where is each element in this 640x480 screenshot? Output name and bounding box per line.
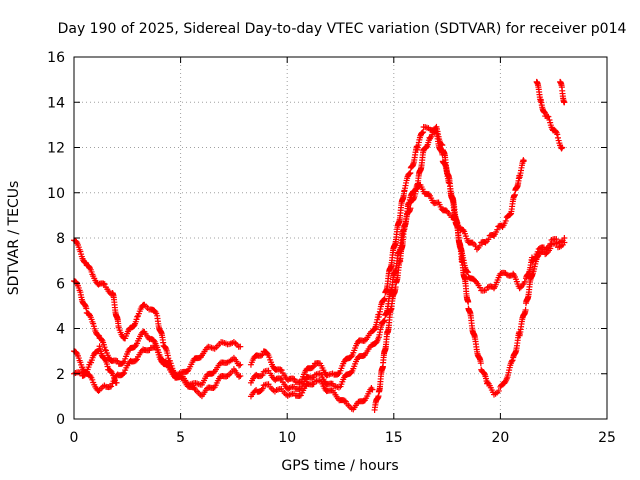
data-point	[121, 358, 128, 365]
data-series-track-4	[71, 343, 120, 386]
data-point	[291, 376, 298, 383]
data-point	[561, 99, 568, 106]
y-tick-label: 6	[56, 276, 65, 292]
data-point	[558, 145, 565, 152]
data-point	[521, 278, 528, 285]
data-point	[258, 372, 265, 379]
data-marks	[71, 78, 568, 413]
data-point	[258, 352, 265, 359]
y-tick-label: 10	[47, 186, 65, 202]
data-point	[90, 320, 97, 327]
data-point	[553, 236, 560, 243]
x-tick-label: 25	[598, 430, 616, 446]
data-series-track-8	[371, 157, 527, 413]
data-point	[108, 383, 115, 390]
data-point	[559, 144, 566, 151]
data-point	[561, 235, 568, 241]
x-tick-label: 10	[278, 430, 296, 446]
data-point	[413, 184, 420, 191]
data-point	[373, 339, 380, 346]
data-point	[341, 397, 348, 404]
data-point	[236, 373, 243, 380]
y-tick-label: 0	[56, 412, 65, 428]
data-point	[89, 376, 96, 383]
data-point	[237, 361, 244, 368]
y-tick-label: 14	[47, 95, 65, 111]
data-point	[259, 385, 266, 392]
data-point	[113, 379, 120, 386]
data-point	[77, 248, 84, 255]
y-tick-label: 4	[56, 322, 65, 338]
data-point	[476, 242, 483, 249]
data-point	[407, 170, 414, 177]
data-point	[554, 134, 561, 141]
y-tick-label: 2	[56, 367, 65, 383]
data-point	[120, 371, 127, 378]
data-point	[101, 344, 108, 351]
data-point	[369, 386, 376, 393]
data-point	[420, 129, 427, 136]
data-point	[134, 313, 141, 320]
data-point	[266, 354, 273, 361]
data-point	[335, 370, 342, 377]
x-tick-label: 0	[70, 430, 79, 446]
data-point	[507, 211, 514, 218]
data-point	[101, 281, 108, 288]
data-point	[460, 227, 467, 234]
x-tick-label: 15	[385, 430, 403, 446]
data-point	[361, 337, 368, 344]
data-point	[278, 376, 285, 383]
data-point	[494, 226, 501, 233]
data-series-track-7	[247, 377, 376, 413]
data-point	[277, 375, 284, 382]
data-point	[259, 372, 266, 379]
y-tick-label: 16	[47, 50, 65, 66]
data-point	[297, 392, 304, 399]
data-point	[102, 346, 109, 353]
data-point	[522, 307, 529, 314]
data-point	[465, 298, 472, 305]
data-point	[277, 366, 284, 373]
data-point	[477, 360, 484, 367]
data-series-track-3	[71, 344, 244, 400]
y-tick-label: 12	[47, 141, 65, 157]
y-tick-label: 8	[56, 231, 65, 247]
data-point	[236, 362, 243, 369]
data-point	[554, 131, 561, 138]
data-point	[120, 359, 127, 366]
y-axis-label: SDTVAR / TECUs	[6, 181, 22, 296]
data-series-track-9	[533, 78, 566, 152]
data-point	[133, 356, 140, 363]
data-point	[520, 158, 527, 165]
data-point	[502, 217, 509, 224]
axis-ticks: 0 5 10 15 20 25 0 2 4 6 8 10 12 14 16	[47, 50, 616, 446]
data-point	[121, 369, 128, 376]
data-point	[237, 343, 244, 350]
data-point	[278, 367, 285, 374]
data-point	[546, 117, 553, 124]
data-point	[495, 387, 502, 394]
data-point	[476, 284, 483, 291]
data-point	[545, 113, 552, 120]
x-tick-label: 20	[491, 430, 509, 446]
data-point	[237, 373, 244, 380]
data-point	[534, 248, 541, 255]
data-point	[309, 364, 316, 371]
data-point	[132, 357, 139, 364]
data-point	[485, 236, 492, 243]
data-series-track-2	[71, 277, 244, 388]
chart-title: Day 190 of 2025, Sidereal Day-to-day VTE…	[58, 21, 627, 37]
x-axis-label: GPS time / hours	[281, 458, 398, 474]
data-series-track-10	[557, 78, 568, 106]
data-point	[95, 387, 102, 394]
data-point	[259, 351, 266, 358]
data-point	[100, 280, 107, 287]
data-point	[547, 240, 554, 247]
x-tick-label: 5	[176, 430, 185, 446]
